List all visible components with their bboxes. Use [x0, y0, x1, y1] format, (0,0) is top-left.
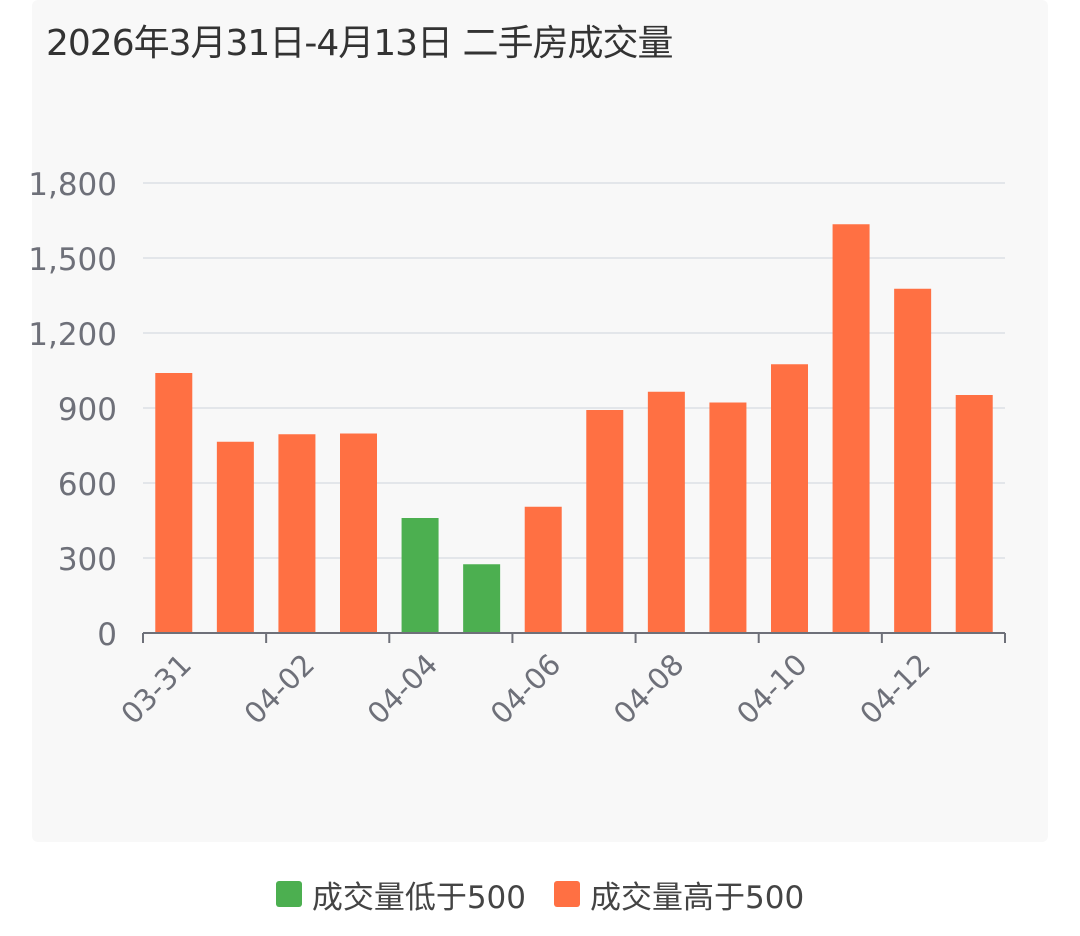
y-tick-label: 300 — [58, 542, 117, 578]
bar-04-06[interactable] — [524, 506, 562, 633]
bar-chart: 0 300 600 900 1,200 1,500 1,800 03-31 04-02 04-0… — [28, 167, 1006, 731]
bar-04-05[interactable] — [463, 564, 501, 633]
legend: 成交量低于500 成交量高于500 — [0, 872, 1080, 916]
legend-label-high: 成交量高于500 — [590, 879, 805, 916]
legend-item-low[interactable]: 成交量低于500 — [275, 872, 526, 917]
y-axis-labels: 0 300 600 900 1,200 1,500 1,800 — [28, 167, 117, 653]
y-tick-label: 1,800 — [28, 167, 117, 203]
chart-title: 2026年3月31日-4月13日 二手房成交量 — [46, 23, 673, 64]
legend-item-high[interactable]: 成交量高于500 — [554, 872, 804, 917]
bar-04-12[interactable] — [894, 288, 932, 633]
bars — [155, 224, 993, 634]
legend-swatch-low — [275, 881, 302, 907]
x-tick-label: 04-02 — [238, 647, 322, 731]
bar-04-13[interactable] — [955, 395, 993, 633]
y-tick-label: 1,200 — [28, 317, 117, 353]
x-tick-label: 04-06 — [484, 647, 568, 731]
bar-04-08[interactable] — [647, 391, 685, 633]
bar-04-03[interactable] — [340, 433, 377, 634]
bar-04-09[interactable] — [709, 402, 747, 634]
x-axis — [142, 632, 1006, 643]
x-tick-label: 04-04 — [361, 647, 445, 731]
legend-label-low: 成交量低于500 — [311, 879, 526, 916]
y-tick-label: 900 — [58, 392, 117, 428]
y-tick-label: 600 — [58, 467, 117, 503]
bar-03-31[interactable] — [155, 373, 193, 633]
bar-04-04[interactable] — [401, 518, 439, 633]
bar-04-01[interactable] — [216, 441, 254, 633]
bar-04-11[interactable] — [832, 224, 870, 633]
x-tick-label: 03-31 — [114, 647, 198, 731]
x-axis-labels: 03-31 04-02 04-04 04-06 04-08 04-10 04-12 — [114, 647, 936, 731]
bar-04-10[interactable] — [771, 364, 808, 633]
chart-panel — [32, 0, 1048, 842]
grid-lines — [143, 182, 1005, 559]
x-tick-label: 04-10 — [730, 647, 814, 731]
bar-04-07[interactable] — [586, 410, 624, 633]
y-tick-label: 0 — [97, 617, 117, 653]
y-tick-label: 1,500 — [28, 242, 117, 278]
x-tick-label: 04-12 — [853, 647, 937, 731]
x-tick-label: 04-08 — [607, 647, 691, 731]
bar-04-02[interactable] — [278, 434, 316, 633]
legend-swatch-high — [554, 881, 580, 907]
